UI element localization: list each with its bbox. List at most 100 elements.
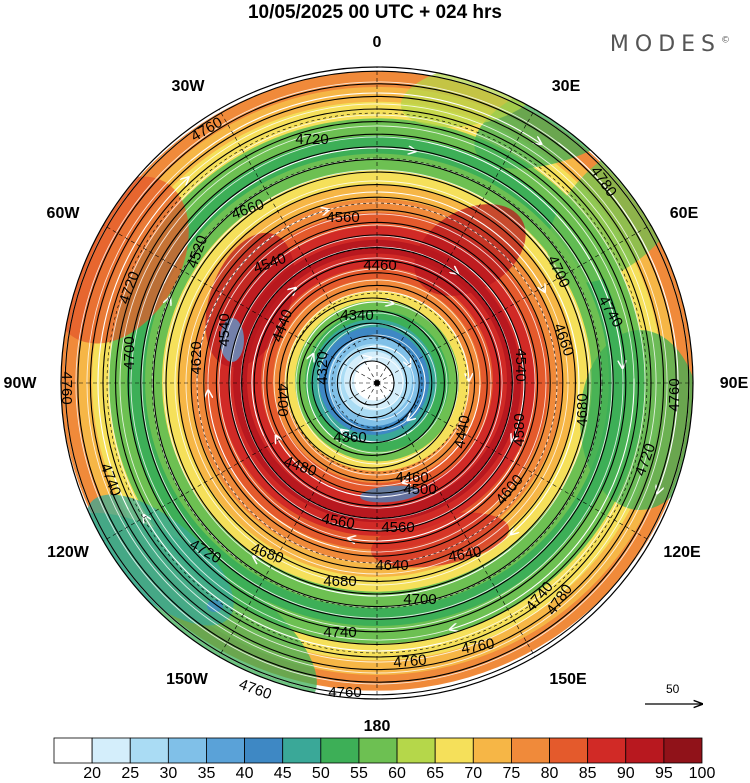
contour-label: 4320	[314, 351, 331, 384]
colorbar-swatch	[587, 737, 627, 764]
contour-label: 4720	[295, 131, 328, 148]
colorbar-swatch	[53, 737, 93, 764]
streamline	[450, 378, 635, 630]
wind-scale-value: 50	[666, 682, 680, 696]
colorbar-swatch	[167, 737, 207, 764]
speed-patch	[207, 600, 223, 612]
longitude-label: 90W	[3, 375, 37, 392]
streamline	[141, 150, 613, 619]
meridian	[376, 109, 536, 384]
speed-patch	[86, 494, 234, 626]
colorbar-swatch	[358, 737, 398, 764]
colorbar-swatch	[511, 737, 550, 764]
colorbar-label: 20	[83, 765, 102, 782]
contour-label: 4540	[512, 348, 529, 381]
contour-label: 4680	[323, 573, 356, 590]
streamline	[108, 114, 646, 644]
streamline	[328, 334, 422, 432]
colorbar-label: 40	[235, 765, 254, 782]
colorbar-swatch	[129, 737, 169, 764]
colorbar-label: 45	[273, 765, 292, 782]
contour-label: 4500	[403, 481, 436, 498]
streamline	[208, 390, 340, 549]
longitude-label: 180	[363, 718, 391, 735]
contour-label: 4760	[460, 635, 496, 658]
colorbar-swatch	[663, 737, 703, 764]
streamline	[163, 148, 416, 284]
contour-label: 4760	[666, 378, 683, 411]
longitude-label: 60W	[46, 205, 80, 222]
streamline	[86, 143, 668, 674]
streamline	[218, 224, 536, 539]
streamline	[174, 180, 559, 586]
streamline	[251, 288, 296, 437]
streamline	[511, 294, 580, 534]
height-contour	[140, 146, 614, 620]
colorbar-label: 60	[388, 765, 406, 782]
longitude-label: 150W	[166, 671, 208, 688]
contour-label: 4360	[333, 429, 366, 446]
streamline	[262, 268, 492, 495]
streamline	[130, 136, 624, 630]
colorbar-swatch	[320, 737, 360, 764]
meridian	[376, 224, 651, 384]
contour-label: 4340	[340, 307, 373, 324]
streamline	[399, 293, 469, 381]
longitude-label: 30W	[171, 78, 205, 95]
height-contour	[215, 221, 539, 545]
streamline	[207, 213, 547, 553]
streamline	[403, 384, 481, 483]
longitude-label: 150E	[549, 671, 587, 688]
contour-label: 4740	[323, 624, 356, 641]
contour-label: 4440	[451, 414, 474, 450]
colorbar-label: 25	[121, 765, 140, 782]
height-contour	[278, 284, 476, 482]
meridian	[103, 382, 378, 542]
contour-label: 4460	[395, 469, 428, 486]
colorbar	[53, 737, 703, 764]
streamline	[144, 515, 442, 652]
streamline	[75, 81, 658, 685]
longitude-label: 120W	[47, 544, 89, 561]
colorbar-label: 85	[578, 765, 597, 782]
height-contour	[266, 272, 488, 494]
streamline	[240, 273, 514, 520]
colorbar-label: 65	[426, 765, 445, 782]
colorbar-swatch	[396, 737, 436, 764]
modes-logo: MODES©	[609, 32, 730, 57]
longitude-label: 120E	[663, 544, 701, 561]
colorbar-label: 75	[502, 765, 521, 782]
colorbar-label: 50	[311, 765, 330, 782]
longitude-label: 30E	[551, 78, 581, 95]
colorbar-swatch	[472, 737, 512, 764]
height-contour	[77, 83, 677, 683]
meridian	[103, 224, 378, 384]
meridian	[218, 109, 378, 384]
contour-label: 4580	[511, 413, 528, 446]
pole-marker	[374, 380, 380, 386]
streamline	[263, 257, 503, 509]
contour-label: 4560	[381, 519, 414, 536]
map-title: 10/05/2025 00 UTC + 024 hrs	[247, 2, 503, 23]
lat-lon-grid	[61, 67, 693, 699]
contour-label: 4760	[328, 684, 361, 701]
colorbar-label: 95	[654, 765, 673, 782]
meridian	[376, 382, 536, 657]
colorbar-label: 80	[540, 765, 559, 782]
contour-label: 4560	[326, 209, 359, 226]
streamline	[348, 452, 520, 541]
streamline	[119, 125, 635, 641]
colorbar-swatch	[434, 737, 474, 764]
contour-label: 4640	[375, 557, 408, 574]
streamline	[369, 345, 410, 366]
streamline	[469, 268, 525, 442]
height-contour	[203, 209, 551, 557]
streamline	[557, 142, 679, 494]
contour-label: 4640	[447, 543, 483, 566]
contour-label: 4700	[121, 336, 138, 369]
latitude-circle	[196, 202, 558, 564]
longitude-label: 0	[372, 34, 382, 51]
contour-label: 4400	[274, 383, 291, 416]
colorbar-swatch	[91, 737, 131, 764]
contour-label: 4760	[393, 652, 428, 672]
